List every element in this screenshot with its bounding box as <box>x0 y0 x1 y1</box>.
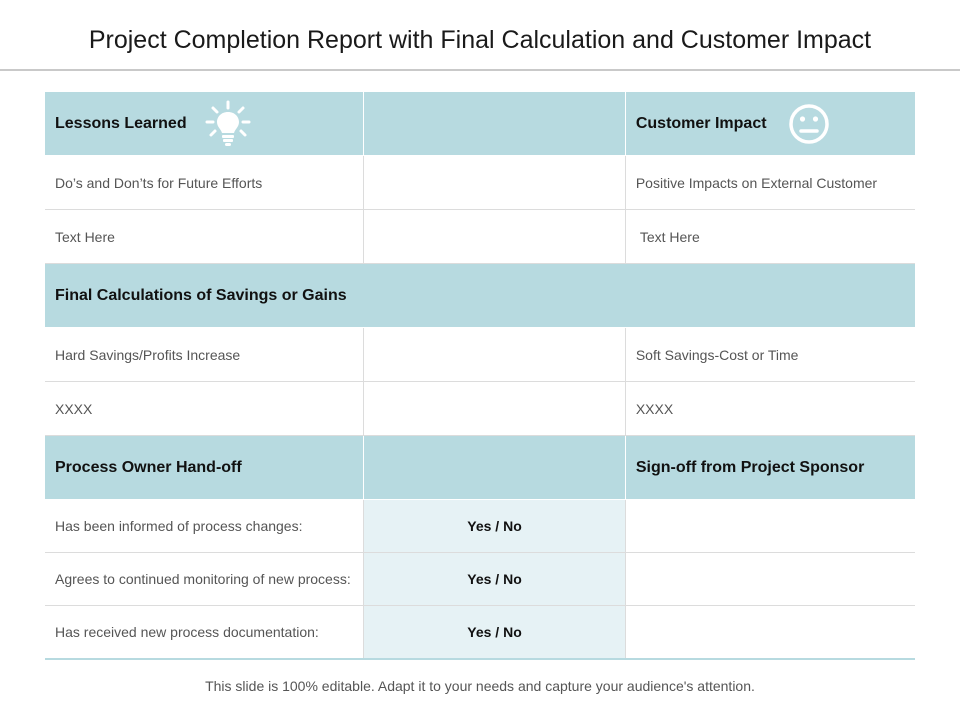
lessons-row-2-left: Text Here <box>45 209 365 264</box>
calculations-row-2-left: XXXX <box>45 381 365 436</box>
calculations-row-1-left: Hard Savings/Profits Increase <box>45 327 365 382</box>
table-row: Agrees to continued monitoring of new pr… <box>45 552 915 606</box>
lessons-learned-heading: Lessons Learned <box>55 114 187 132</box>
lessons-row-2-middle <box>363 209 626 264</box>
lessons-header-middle <box>363 92 626 156</box>
table-row: Do’s and Don’ts for Future Efforts Posit… <box>45 155 915 210</box>
lessons-header-cell: Lessons Learned <box>45 92 365 156</box>
handoff-row-3-answer: Yes / No <box>363 605 626 660</box>
lightbulb-icon <box>203 99 253 149</box>
lessons-row-1-right: Positive Impacts on External Customer <box>625 155 915 210</box>
handoff-header-middle <box>363 435 626 500</box>
footer-note: This slide is 100% editable. Adapt it to… <box>205 678 755 694</box>
neutral-face-icon <box>787 102 831 146</box>
handoff-row-3-label: Has received new process documentation: <box>45 605 365 660</box>
handoff-row-3-signoff <box>625 605 915 660</box>
table-row: Text Here Text Here <box>45 209 915 264</box>
calculations-row-1-middle <box>363 327 626 382</box>
report-table: Lessons Learned <box>45 92 915 660</box>
handoff-row-2-answer: Yes / No <box>363 552 626 606</box>
calculations-header-row: Final Calculations of Savings or Gains <box>45 263 915 328</box>
title-divider <box>0 69 960 71</box>
calculations-heading: Final Calculations of Savings or Gains <box>45 263 915 328</box>
handoff-row-1-label: Has been informed of process changes: <box>45 499 365 553</box>
handoff-row-2-label: Agrees to continued monitoring of new pr… <box>45 552 365 606</box>
process-owner-handoff-heading: Process Owner Hand-off <box>45 435 365 500</box>
customer-impact-header-cell: Customer Impact <box>625 92 915 156</box>
calculations-row-2-right: XXXX <box>625 381 915 436</box>
page-title: Project Completion Report with Final Cal… <box>88 26 872 54</box>
handoff-header-row: Process Owner Hand-off Sign-off from Pro… <box>45 435 915 500</box>
lessons-row-1-left: Do’s and Don’ts for Future Efforts <box>45 155 365 210</box>
handoff-row-1-signoff <box>625 499 915 553</box>
sponsor-signoff-heading: Sign-off from Project Sponsor <box>625 435 915 500</box>
calculations-row-1-right: Soft Savings-Cost or Time <box>625 327 915 382</box>
customer-impact-heading: Customer Impact <box>635 114 767 132</box>
lessons-header-row: Lessons Learned <box>45 92 915 156</box>
table-row: Has received new process documentation: … <box>45 605 915 660</box>
lessons-row-2-right: Text Here <box>625 209 915 264</box>
handoff-row-2-signoff <box>625 552 915 606</box>
table-row: Has been informed of process changes: Ye… <box>45 499 915 553</box>
table-row: Hard Savings/Profits Increase Soft Savin… <box>45 327 915 382</box>
calculations-row-2-middle <box>363 381 626 436</box>
lessons-row-1-middle <box>363 155 626 210</box>
table-row: XXXX XXXX <box>45 381 915 436</box>
handoff-row-1-answer: Yes / No <box>363 499 626 553</box>
